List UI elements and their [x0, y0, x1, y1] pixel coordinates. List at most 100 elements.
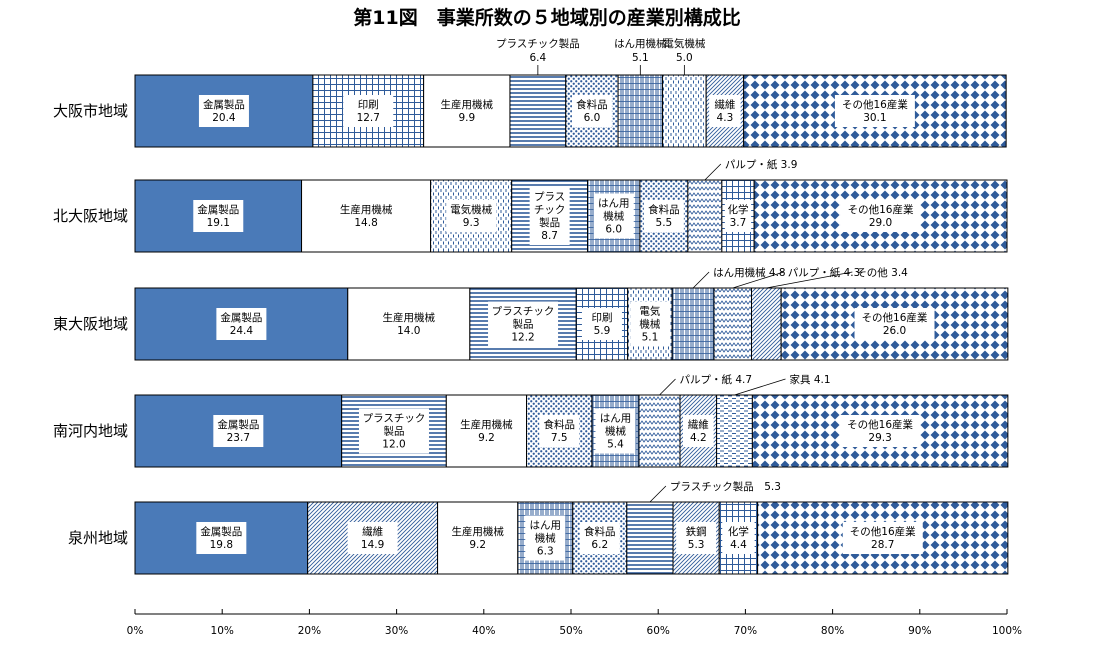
- segment-label-text: 機械: [605, 425, 626, 438]
- segment-label-text: 9.2: [469, 539, 486, 551]
- x-tick-label: 10%: [211, 625, 234, 637]
- segment-label-text: 14.8: [354, 217, 377, 229]
- segment-label-text: 製品: [539, 216, 560, 229]
- bar-segment-4-5: [626, 501, 674, 575]
- segment-label-text: はん用: [598, 198, 630, 210]
- segment-label-bg: [347, 522, 398, 554]
- callout-text: はん用機械: [614, 37, 667, 50]
- segment-label-text: 26.0: [883, 325, 906, 337]
- segment-label-text: 9.3: [463, 217, 480, 229]
- segment-label-text: 食料品: [576, 98, 608, 111]
- bar-segment-3-5: [638, 394, 681, 468]
- segment-label-text: その他16産業: [862, 311, 928, 324]
- segment-label-bg: [216, 308, 267, 340]
- segment-label-text: 生産用機械: [340, 203, 393, 216]
- segment-label-text: その他16産業: [848, 203, 914, 216]
- segment-label-0-7: 繊維4.3: [709, 95, 741, 127]
- segment-label-text: 金属製品: [203, 98, 245, 111]
- segment-label-bg: [840, 415, 921, 447]
- segment-label-text: 繊維: [362, 525, 383, 538]
- segment-label-text: 6.2: [591, 539, 608, 551]
- callout-0-3: プラスチック製品 6.4: [496, 37, 580, 75]
- region-label: 大阪市地域: [53, 102, 128, 120]
- segment-label-text: 3.7: [730, 217, 747, 229]
- segment-label-text: はん用: [530, 520, 562, 532]
- segment-label-text: 14.9: [361, 539, 384, 551]
- segment-label-text: 生産用機械: [441, 98, 494, 111]
- segment-label-text: 生産用機械: [383, 311, 436, 324]
- x-tick-label: 90%: [908, 625, 931, 637]
- callout-2-5: はん用機械 4.8: [692, 266, 786, 289]
- segment-label-text: 4.3: [717, 112, 734, 124]
- callout-text: 5.1: [632, 52, 649, 64]
- segment-label-bg: [709, 95, 741, 127]
- x-tick-label: 100%: [992, 625, 1022, 637]
- x-tick-label: 70%: [734, 625, 757, 637]
- segment-label-bg: [676, 522, 717, 554]
- segment-label-bg: [630, 301, 670, 347]
- segment-label-text: はん用: [600, 413, 632, 425]
- callout-3-5: パルプ・紙 4.7: [659, 373, 752, 396]
- segment-label-bg: [525, 515, 566, 561]
- segment-label-bg: [196, 522, 247, 554]
- callout-1-6: パルプ・紙 3.9: [704, 158, 797, 181]
- region-label: 東大阪地域: [53, 315, 128, 333]
- segment-label-text: 28.7: [871, 539, 894, 551]
- callout-0-5: はん用機械 5.1: [614, 37, 667, 75]
- chart-title: 第11図 事業所数の５地域別の産業別構成比: [353, 6, 740, 29]
- segment-label-text: その他16産業: [842, 98, 908, 111]
- segment-label-text: 4.2: [690, 432, 707, 444]
- callout-3-7: 家具 4.1: [734, 373, 831, 396]
- callout-text: 6.4: [530, 52, 547, 64]
- segment-label-text: 機械: [603, 210, 624, 223]
- segment-label-bg: [358, 408, 429, 454]
- segment-label-text: 23.7: [227, 432, 250, 444]
- segment-label-text: 30.1: [863, 112, 886, 124]
- segment-label-text: 金属製品: [197, 203, 239, 216]
- segment-label-text: 繊維: [714, 98, 735, 111]
- bar-segment-0-5: [617, 74, 664, 148]
- segment-label-text: 5.5: [656, 217, 673, 229]
- segment-label-1-7: 化学3.7: [724, 200, 752, 232]
- x-axis: 0% 10% 20% 30% 40% 50% 60% 70% 80% 90% 100%: [127, 609, 1022, 637]
- callout-text: プラスチック製品 5.3: [670, 480, 781, 493]
- segment-label-text: 食料品: [543, 418, 575, 431]
- x-tick-label: 50%: [559, 625, 582, 637]
- segment-label-text: 6.0: [584, 112, 601, 124]
- segment-label-bg: [683, 415, 714, 447]
- segment-label-bg: [436, 95, 497, 127]
- segment-label-bg: [643, 200, 684, 232]
- segment-label-text: 食料品: [584, 525, 616, 538]
- segment-label-text: 電気機械: [450, 203, 492, 216]
- segment-label-2-3: 印刷5.9: [581, 308, 622, 340]
- callout-text: その他 3.4: [856, 266, 908, 279]
- segment-label-bg: [488, 301, 559, 347]
- callout-4-5: プラスチック製品 5.3: [649, 480, 781, 503]
- segment-label-text: 印刷: [591, 311, 612, 324]
- segment-label-text: 5.3: [688, 539, 705, 551]
- bar-segment-2-7: [751, 287, 782, 361]
- callout-leader: [734, 378, 786, 396]
- segment-label-text: 鉄鋼: [686, 525, 707, 538]
- segment-label-4-7: 化学4.4: [722, 522, 755, 554]
- segment-label-bg: [593, 193, 634, 239]
- segment-label-bg: [842, 522, 923, 554]
- segment-label-3-6: 繊維4.2: [683, 415, 714, 447]
